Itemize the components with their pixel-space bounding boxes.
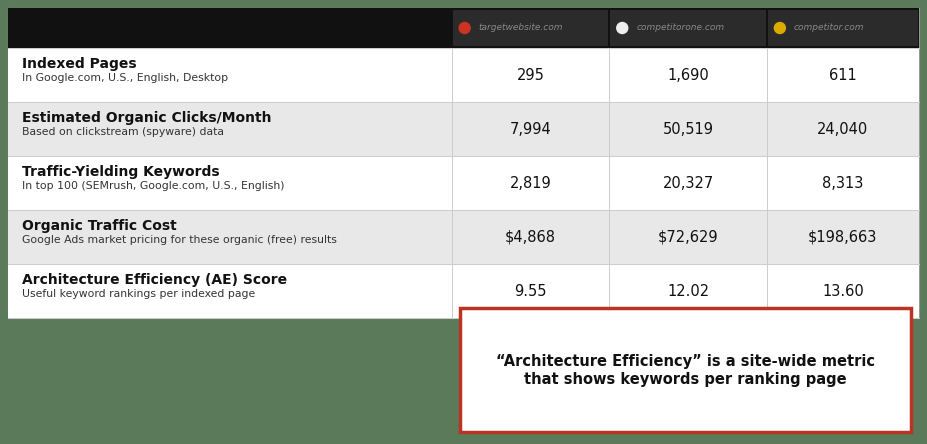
Text: 12.02: 12.02 bbox=[667, 284, 708, 298]
Text: Traffic-Yielding Keywords: Traffic-Yielding Keywords bbox=[22, 165, 220, 179]
Text: targetwebsite.com: targetwebsite.com bbox=[478, 24, 563, 32]
Bar bbox=[767, 10, 917, 46]
Bar bbox=[8, 264, 918, 318]
Bar bbox=[8, 156, 918, 210]
Text: competitorone.com: competitorone.com bbox=[636, 24, 724, 32]
Text: $4,868: $4,868 bbox=[504, 230, 555, 245]
Text: 24,040: 24,040 bbox=[817, 122, 868, 136]
Text: competitor.com: competitor.com bbox=[793, 24, 863, 32]
Bar bbox=[452, 10, 607, 46]
Bar bbox=[8, 210, 918, 264]
Text: $72,629: $72,629 bbox=[657, 230, 717, 245]
Text: 20,327: 20,327 bbox=[662, 175, 713, 190]
Text: 1,690: 1,690 bbox=[667, 67, 708, 83]
Circle shape bbox=[459, 23, 470, 33]
Text: Organic Traffic Cost: Organic Traffic Cost bbox=[22, 219, 176, 233]
Bar bbox=[8, 48, 918, 102]
Text: “Architecture Efficiency” is a site-wide metric: “Architecture Efficiency” is a site-wide… bbox=[495, 353, 874, 369]
Text: 295: 295 bbox=[516, 67, 544, 83]
Text: $198,663: $198,663 bbox=[807, 230, 877, 245]
Bar bbox=[8, 8, 918, 48]
Text: 50,519: 50,519 bbox=[662, 122, 713, 136]
Text: 611: 611 bbox=[828, 67, 856, 83]
Text: Indexed Pages: Indexed Pages bbox=[22, 57, 136, 71]
Text: Estimated Organic Clicks/Month: Estimated Organic Clicks/Month bbox=[22, 111, 272, 125]
Bar bbox=[8, 8, 918, 318]
Text: 7,994: 7,994 bbox=[509, 122, 551, 136]
Text: In top 100 (SEMrush, Google.com, U.S., English): In top 100 (SEMrush, Google.com, U.S., E… bbox=[22, 181, 285, 191]
Bar bbox=[610, 10, 765, 46]
Text: Google Ads market pricing for these organic (free) results: Google Ads market pricing for these orga… bbox=[22, 235, 337, 245]
Text: Architecture Efficiency (AE) Score: Architecture Efficiency (AE) Score bbox=[22, 273, 286, 287]
Text: 13.60: 13.60 bbox=[821, 284, 863, 298]
Text: 2,819: 2,819 bbox=[509, 175, 551, 190]
Text: Based on clickstream (spyware) data: Based on clickstream (spyware) data bbox=[22, 127, 223, 137]
Text: In Google.com, U.S., English, Desktop: In Google.com, U.S., English, Desktop bbox=[22, 73, 228, 83]
Text: 8,313: 8,313 bbox=[821, 175, 863, 190]
Text: 9.55: 9.55 bbox=[514, 284, 546, 298]
Bar bbox=[459, 308, 910, 432]
Text: Useful keyword rankings per indexed page: Useful keyword rankings per indexed page bbox=[22, 289, 255, 299]
Circle shape bbox=[773, 23, 784, 33]
Bar bbox=[8, 102, 918, 156]
Circle shape bbox=[616, 23, 627, 33]
Text: that shows keywords per ranking page: that shows keywords per ranking page bbox=[524, 372, 845, 386]
